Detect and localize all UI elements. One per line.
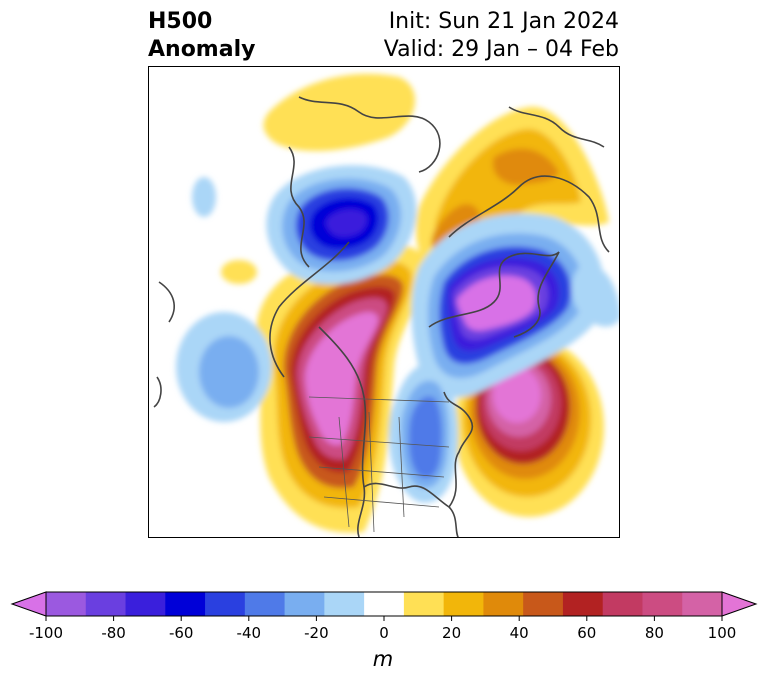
colorbar-tick-label: -20 bbox=[304, 624, 329, 642]
borders bbox=[308, 396, 450, 533]
colorbar-tick-label: 0 bbox=[379, 624, 389, 642]
negative-anomaly-greenland-baffin bbox=[411, 213, 605, 398]
colorbar-tick-label: 80 bbox=[644, 624, 664, 642]
title-subtitle: Anomaly bbox=[148, 37, 256, 62]
colorbar-tick-label: 40 bbox=[509, 624, 529, 642]
colorbar-cell bbox=[403, 592, 445, 616]
negative-anomaly-eastern-united-states bbox=[389, 363, 459, 503]
title-left: H500 Anomaly bbox=[148, 8, 255, 64]
colorbar-cell bbox=[284, 592, 325, 616]
colorbar-cell bbox=[125, 592, 166, 616]
colorbar-cells bbox=[46, 592, 723, 616]
colorbar-tick-label: 20 bbox=[442, 624, 462, 642]
colorbar-cell bbox=[165, 592, 206, 616]
colorbar-tick-labels: -100 -80 -60 -40 -20 0 20 40 60 80 100 bbox=[0, 624, 768, 644]
colorbar-cell bbox=[682, 592, 723, 616]
colorbar-cell bbox=[483, 592, 524, 616]
anomaly-map bbox=[153, 73, 619, 537]
map-panel bbox=[148, 66, 620, 538]
colorbar-cell bbox=[85, 592, 127, 616]
colorbar-cell bbox=[205, 592, 246, 616]
colorbar bbox=[10, 591, 758, 621]
colorbar-cell bbox=[602, 592, 643, 616]
colorbar-extend-min-arrow bbox=[10, 591, 47, 617]
negative-anomaly-siberia-arctic bbox=[192, 165, 417, 285]
positive-anomaly-western-north-america bbox=[256, 243, 428, 533]
colorbar-cell bbox=[443, 592, 484, 616]
colorbar-cell bbox=[46, 592, 87, 616]
colorbar-unit-label: m bbox=[372, 647, 394, 671]
colorbar-cell bbox=[324, 592, 365, 616]
title-right: Init: Sun 21 Jan 2024 Valid: 29 Jan – 04… bbox=[384, 8, 619, 64]
colorbar-tick-label: -100 bbox=[28, 624, 64, 642]
colorbar-tick-label: 100 bbox=[707, 624, 737, 642]
colorbar-cell bbox=[642, 592, 683, 616]
positive-anomaly-arctic-top bbox=[221, 73, 416, 284]
colorbar-extend-max-arrow bbox=[721, 591, 758, 617]
init-date-label: Init: Sun 21 Jan 2024 bbox=[388, 9, 619, 34]
colorbar-tick-label: -80 bbox=[101, 624, 126, 642]
colorbar-cell bbox=[364, 592, 405, 616]
colorbar-ticks bbox=[45, 616, 723, 621]
colorbar-cell bbox=[244, 592, 286, 616]
colorbar-cell bbox=[523, 592, 564, 616]
coastlines bbox=[153, 96, 610, 537]
valid-range-label: Valid: 29 Jan – 04 Feb bbox=[383, 37, 619, 62]
colorbar-tick-label: -40 bbox=[236, 624, 262, 642]
colorbar-tick-label: 60 bbox=[577, 624, 597, 642]
negative-anomaly-north-pacific bbox=[176, 312, 272, 422]
colorbar-tick-label: -60 bbox=[168, 624, 194, 642]
colorbar-cell bbox=[562, 592, 604, 616]
title-variable: H500 bbox=[148, 9, 213, 34]
